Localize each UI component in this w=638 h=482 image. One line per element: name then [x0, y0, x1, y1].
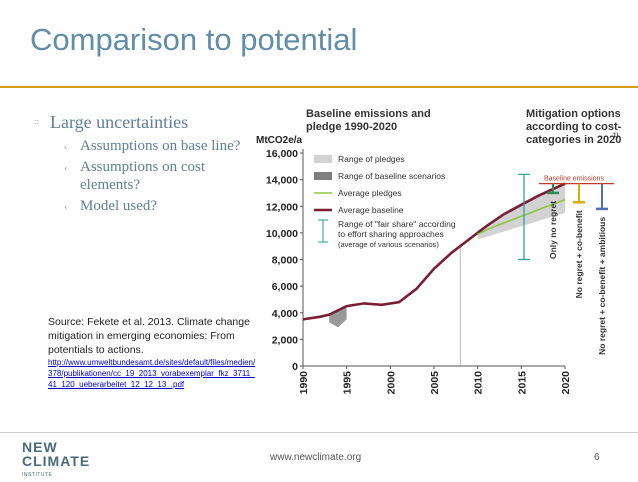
y-tick-label: 16,000 [266, 148, 298, 160]
footer-divider [0, 432, 638, 433]
chart-title-line-2: pledge 1990-2020 [306, 121, 397, 133]
bullet-main: :: Large uncertainties [34, 112, 254, 133]
y-axis-label: MtCO2e/a [256, 135, 303, 146]
x-tick-label: 1995 [342, 371, 354, 395]
sub-bullet: ‹ Assumptions on cost elements? [34, 158, 254, 194]
mitigation-category-label: No regret + co-benefit + ambitious [597, 217, 607, 355]
sub-bullet: ‹ Model used? [34, 197, 254, 215]
source-text: Source: Fekete et al. 2013. Climate chan… [48, 316, 250, 356]
right-title-superscript: 1) [613, 133, 618, 139]
legend-label: Range of "fair share" according [338, 219, 456, 229]
bullet-marker-icon: :: [34, 117, 39, 126]
legend-label: (average of various scenarios) [338, 240, 439, 249]
sub-bullet-text: Model used? [80, 198, 158, 214]
mitigation-category-label: No regret + co-benefit [574, 210, 584, 298]
x-tick-label: 2010 [473, 371, 485, 395]
y-tick-label: 4,000 [272, 308, 298, 320]
logo-line-3: INSTITUTE [22, 472, 53, 478]
right-title-line-1: Mitigation options [526, 108, 621, 120]
legend-label: to effort sharing approaches [338, 229, 444, 239]
range-baseline-scenarios [329, 306, 347, 328]
sub-bullet-text: Assumptions on cost elements? [80, 159, 206, 193]
fair-share-bracket [518, 173, 530, 261]
chart-title-line-1: Baseline emissions and [306, 108, 431, 120]
bullet-list: :: Large uncertainties ‹ Assumptions on … [34, 112, 254, 218]
legend-label: Range of pledges [338, 154, 405, 164]
baseline-emissions-label: Baseline emissions [544, 176, 604, 183]
series-line [302, 182, 566, 321]
y-tick-label: 0 [292, 361, 298, 373]
x-tick-label: 2015 [516, 371, 528, 395]
logo-line-1: NEW [22, 439, 58, 455]
y-tick-label: 12,000 [266, 201, 298, 213]
page-title: Comparison to potential [30, 22, 358, 57]
y-tick-label: 2,000 [272, 334, 298, 346]
newclimate-logo: NEW CLIMATE INSTITUTE [22, 440, 90, 482]
y-tick-label: 6,000 [272, 281, 298, 293]
x-tick-label: 2005 [429, 371, 441, 395]
title-divider [0, 86, 638, 88]
x-tick-label: 2020 [560, 371, 572, 395]
legend-swatch [314, 155, 332, 163]
sub-bullet-text: Assumptions on base line? [80, 138, 241, 154]
legend-label: Average baseline [338, 205, 404, 215]
x-tick-label: 2000 [385, 371, 397, 395]
legend-swatch [314, 172, 332, 180]
sub-bullet-marker-icon: ‹ [64, 142, 68, 153]
right-title-line-2: according to cost- [526, 121, 622, 133]
y-tick-label: 8,000 [272, 255, 298, 267]
mitigation-category-label: Only no regret [548, 201, 558, 259]
source-citation: Source: Fekete et al. 2013. Climate chan… [48, 315, 258, 390]
legend-label: Average pledges [338, 188, 402, 198]
legend-swatch [318, 219, 328, 243]
legend-label: Range of baseline scenarios [338, 171, 445, 181]
x-tick-label: 1990 [298, 371, 310, 395]
y-tick-label: 10,000 [266, 228, 298, 240]
logo-line-2: CLIMATE [22, 453, 91, 469]
sub-bullet: ‹ Assumptions on base line? [34, 137, 254, 155]
sub-bullet-marker-icon: ‹ [64, 163, 68, 174]
bullet-main-text: Large uncertainties [50, 112, 189, 132]
y-tick-label: 14,000 [266, 175, 298, 187]
series-line [477, 198, 566, 235]
sub-bullet-marker-icon: ‹ [64, 202, 68, 213]
source-link[interactable]: http://www.umweltbundesamt.de/sites/defa… [48, 358, 256, 389]
page-number: 6 [594, 452, 600, 463]
right-title-line-3: categories in 2020 [526, 134, 621, 146]
footer-url[interactable]: www.newclimate.org [270, 452, 362, 463]
